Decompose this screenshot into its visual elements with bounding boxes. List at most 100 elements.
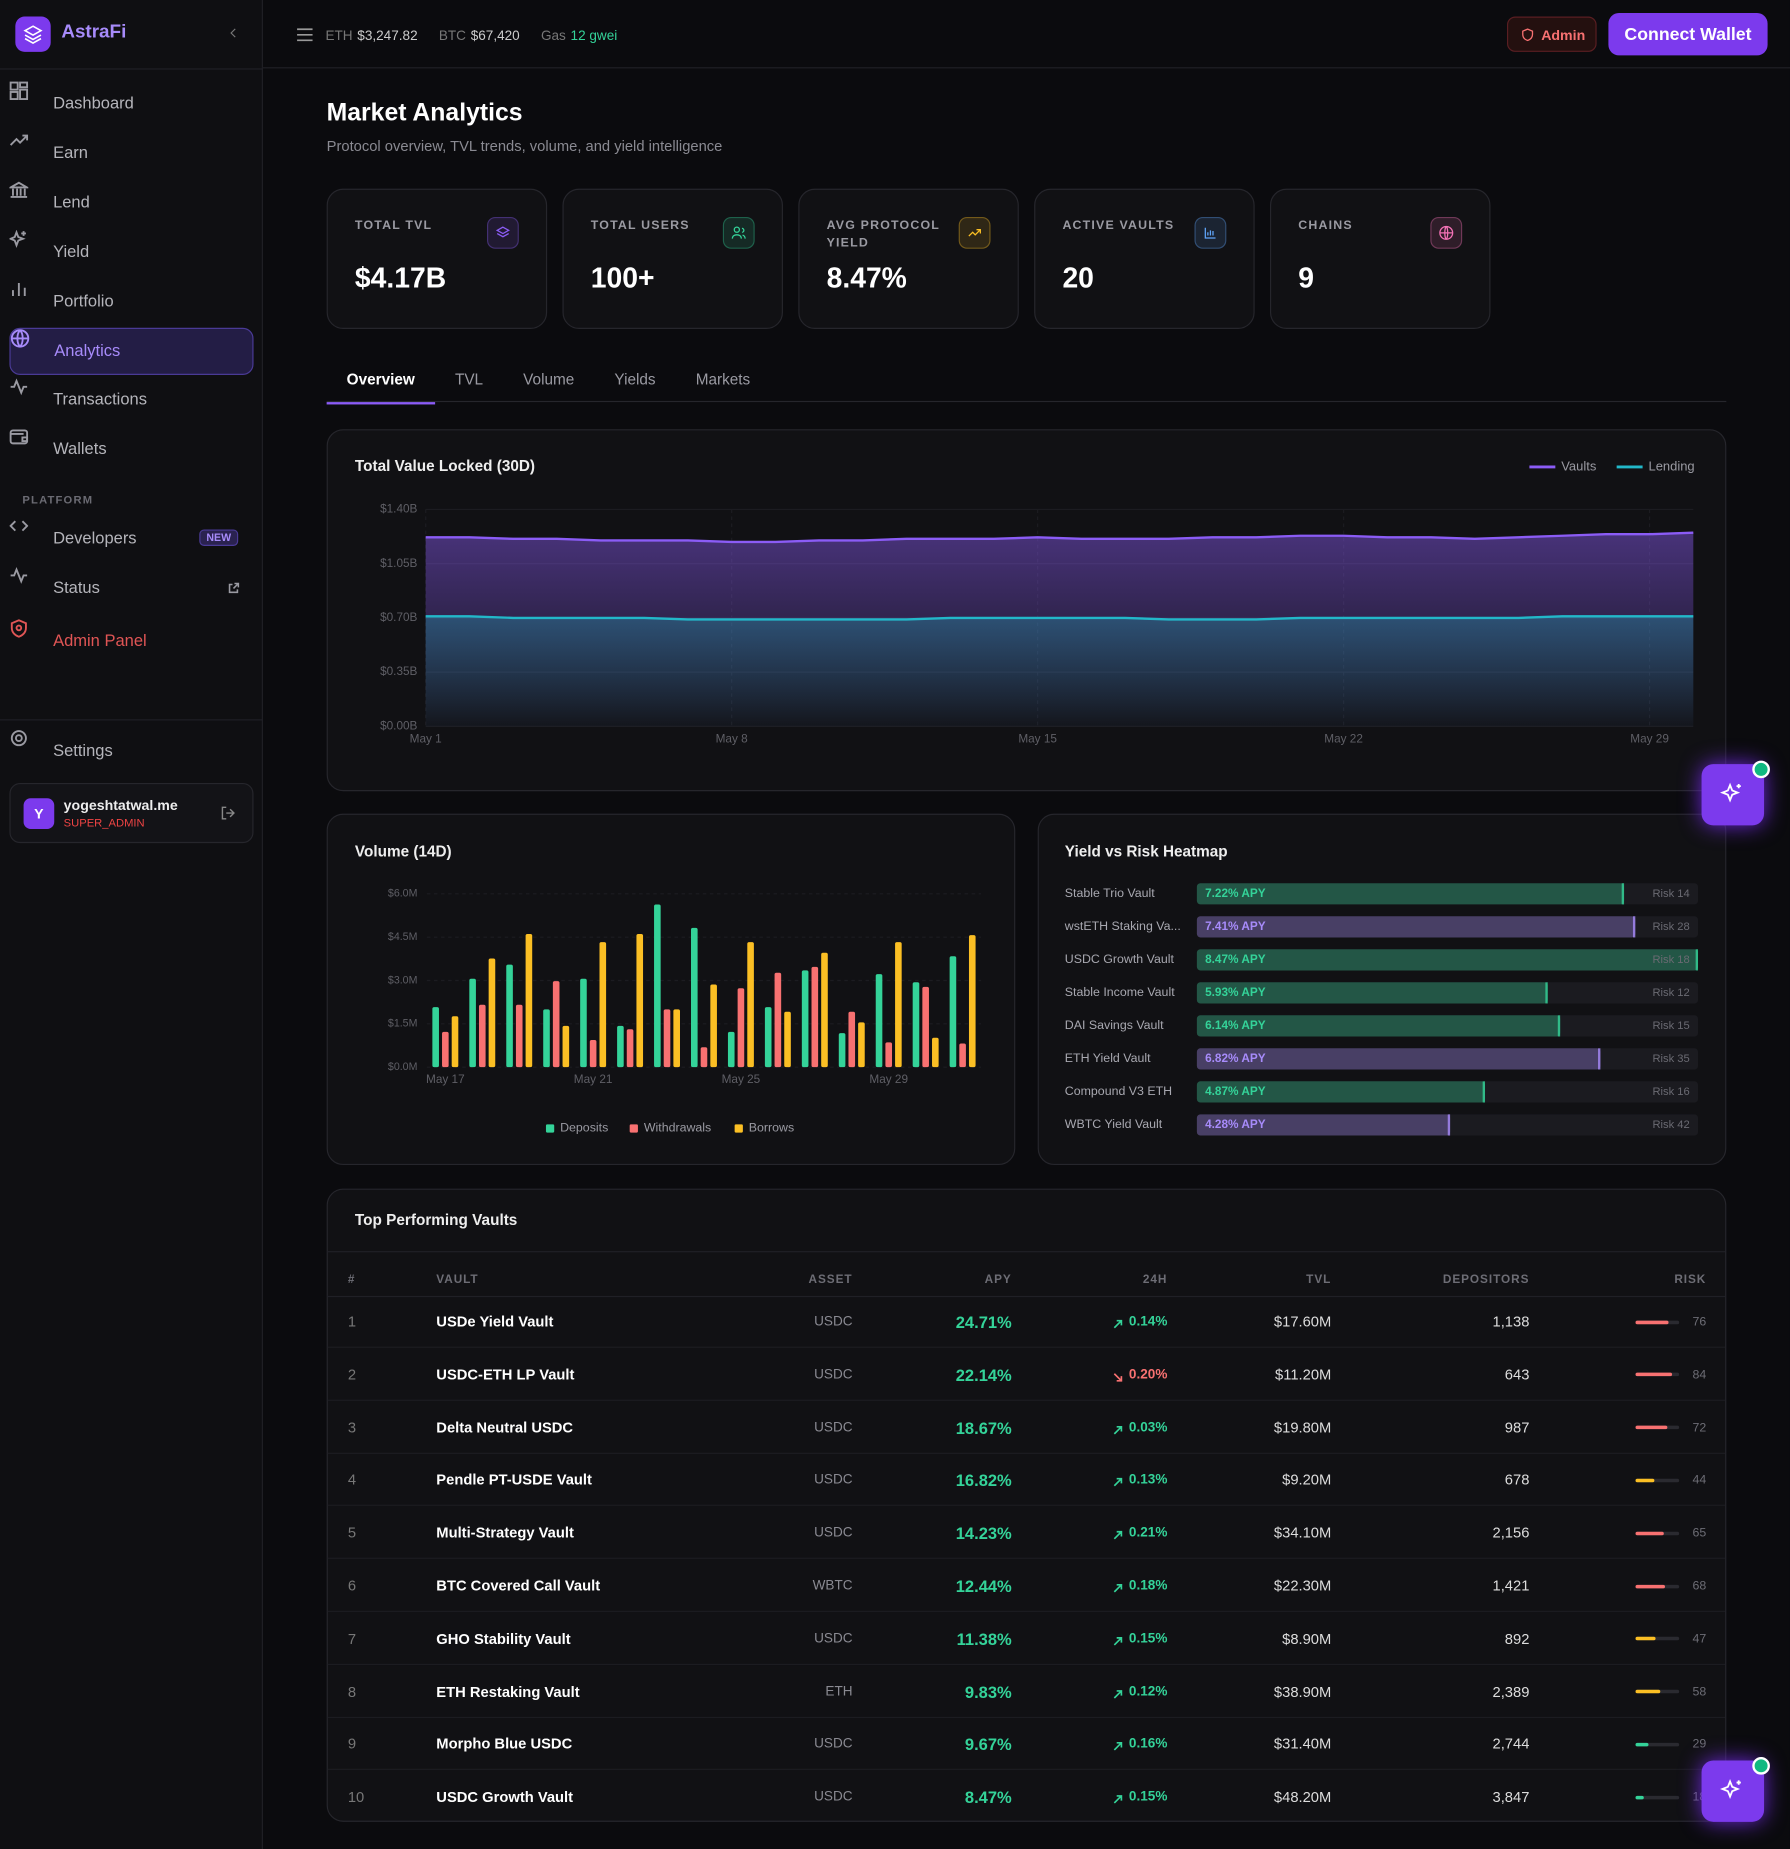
collapse-icon[interactable] xyxy=(226,26,240,40)
table-cell: 58 xyxy=(1692,1684,1707,1699)
user-role: SUPER_ADMIN xyxy=(63,817,145,831)
table-cell: USDC-ETH LP Vault xyxy=(436,1366,575,1383)
price-ticker: ETH $3,247.82 BTC $67,420 Gas 12 gwei xyxy=(325,25,797,43)
change-arrow xyxy=(1112,1424,1124,1436)
brand-logo[interactable] xyxy=(15,16,51,52)
nav-item[interactable]: Analytics xyxy=(9,327,254,375)
ai-assistant-button[interactable] xyxy=(1701,760,1770,826)
change-arrow xyxy=(1112,1582,1124,1594)
table-cell: $31.40M xyxy=(1273,1736,1332,1753)
nav-item[interactable]: Admin Panel xyxy=(9,619,253,664)
table-cell: 44 xyxy=(1692,1473,1707,1488)
table-cell: 18 xyxy=(1692,1790,1707,1805)
column-header: VAULT xyxy=(436,1273,479,1287)
table-cell: 643 xyxy=(1504,1366,1530,1383)
nav-item[interactable]: Portfolio xyxy=(9,279,253,324)
table-row[interactable]: 1 USDe Yield Vault USDC 24.71% 0.14% $17.60M 1… xyxy=(327,1296,1726,1348)
table-cell: USDC xyxy=(814,1790,853,1805)
menu-icon[interactable] xyxy=(296,26,314,44)
table-row[interactable]: 3 Delta Neutral USDC USDC 18.67% 0.03% $19.80… xyxy=(327,1402,1726,1454)
nav-item[interactable]: Status xyxy=(9,566,253,611)
user-card[interactable]: Y yogeshtatwal.me SUPER_ADMIN xyxy=(9,782,254,844)
admin-button[interactable]: Admin xyxy=(1506,16,1597,52)
table-row[interactable]: 4 Pendle PT-USDE Vault USDC 16.82% 0.13% $9.2… xyxy=(327,1454,1726,1507)
table-row[interactable]: 5 Multi-Strategy Vault USDC 14.23% 0.21% $34.… xyxy=(327,1507,1726,1560)
table-row[interactable]: 9 Morpho Blue USDC USDC 9.67% 0.16% $31.40M 2,… xyxy=(327,1719,1726,1771)
table-cell: 68 xyxy=(1692,1578,1707,1594)
table-cell: 84 xyxy=(1692,1367,1707,1382)
change-arrow xyxy=(1112,1371,1124,1383)
nav-item[interactable]: Wallets xyxy=(9,427,253,472)
nav-item[interactable]: Dashboard xyxy=(9,81,253,126)
table-row[interactable]: 10 USDC Growth Vault USDC 8.47% 0.15% $48.20M… xyxy=(328,1771,1725,1820)
tab[interactable]: Yields xyxy=(614,370,656,388)
table-cell: 987 xyxy=(1504,1419,1530,1436)
stat-icon xyxy=(1430,216,1463,249)
tab[interactable]: Markets xyxy=(695,370,751,388)
risk-bar xyxy=(1635,1531,1664,1535)
stat-value: $4.17B xyxy=(354,262,447,295)
icon xyxy=(968,229,981,237)
table-cell: 47 xyxy=(1692,1631,1707,1646)
change-arrow xyxy=(1112,1530,1124,1542)
table-row[interactable]: 6 BTC Covered Call Vault WBTC 12.44% 0.18% $2… xyxy=(327,1560,1726,1612)
nav-label: Transactions xyxy=(53,389,147,408)
nav-item[interactable]: Lend xyxy=(7,180,253,225)
nav-label: Developers xyxy=(53,528,137,548)
table-cell: Delta Neutral USDC xyxy=(436,1419,574,1436)
sidebar-divider xyxy=(0,68,263,70)
table-cell: 5 xyxy=(347,1524,357,1542)
table-cell: 1,138 xyxy=(1492,1313,1530,1331)
table-cell: 7 xyxy=(347,1630,357,1648)
avatar-letter: Y xyxy=(34,805,44,822)
logout-icon[interactable] xyxy=(221,805,236,820)
table-cell: 10 xyxy=(347,1789,365,1806)
table-cell: 3 xyxy=(347,1419,357,1436)
tab[interactable]: TVL xyxy=(454,370,484,388)
table-cell: BTC Covered Call Vault xyxy=(436,1577,601,1595)
table-cell: 0.20% xyxy=(814,1368,1167,1383)
table-cell: 18.67% xyxy=(955,1418,1012,1437)
change-arrow xyxy=(1112,1477,1124,1489)
stat-label: AVG PROTOCOL YIELD xyxy=(826,218,940,250)
connect-wallet-button[interactable]: Connect Wallet xyxy=(1608,12,1768,56)
table-row[interactable]: 7 GHO Stability Vault USDC 11.38% 0.15% $8.90… xyxy=(327,1613,1726,1665)
risk-bar xyxy=(1635,1584,1666,1588)
section-label: PLATFORM xyxy=(22,494,94,508)
ai-assistant-button[interactable] xyxy=(1701,1756,1770,1822)
new-badge: NEW xyxy=(199,529,239,546)
stat-label: ACTIVE VAULTS xyxy=(1062,218,1175,233)
table-cell: $9.20M xyxy=(1282,1472,1332,1489)
table-row[interactable]: 8 ETH Restaking Vault ETH 9.83% 0.12% $38.90M… xyxy=(327,1666,1726,1718)
table-cell: ETH Restaking Vault xyxy=(436,1683,580,1700)
change-arrow xyxy=(1112,1318,1124,1330)
table-cell: 12.44% xyxy=(955,1576,1012,1596)
table-row[interactable]: 2 USDC-ETH LP Vault USDC 22.14% 0.20% $11.20M… xyxy=(327,1349,1726,1401)
risk-bar xyxy=(1635,1795,1644,1800)
icon xyxy=(1204,227,1216,239)
risk-track xyxy=(1635,1795,1680,1800)
tab[interactable]: Overview xyxy=(326,360,435,405)
icon xyxy=(731,226,746,239)
nav-item[interactable]: Transactions xyxy=(9,377,253,422)
risk-bar xyxy=(1635,1372,1673,1377)
table-divider xyxy=(327,1295,1726,1298)
brand-name: AstraFi xyxy=(61,22,127,43)
table-cell: 0.15% xyxy=(814,1632,1167,1646)
risk-track xyxy=(1635,1478,1680,1483)
table-cell: 2 xyxy=(347,1366,357,1383)
nav-item[interactable]: Settings xyxy=(9,729,253,774)
table-cell: $38.90M xyxy=(1273,1683,1332,1700)
table-cell: USDC xyxy=(814,1631,853,1646)
nav-item[interactable]: Yield xyxy=(8,229,253,275)
tab[interactable]: Volume xyxy=(523,370,575,388)
table-cell: 16.82% xyxy=(955,1470,1012,1490)
stat-value: 8.47% xyxy=(826,262,907,295)
nav-item[interactable]: Developers NEW xyxy=(9,516,253,561)
icon xyxy=(495,226,510,238)
admin-label: Admin xyxy=(1541,27,1586,44)
nav-item[interactable]: Earn xyxy=(9,131,253,176)
stat-value: 9 xyxy=(1298,262,1315,295)
